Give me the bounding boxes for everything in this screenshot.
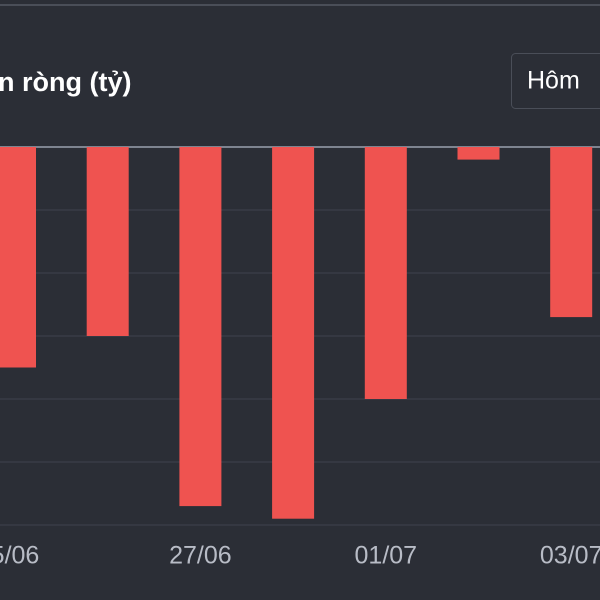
bar: [272, 147, 315, 519]
period-button[interactable]: [511, 53, 600, 109]
bar: [0, 147, 36, 368]
bar: [86, 147, 129, 336]
chart-title: n ròng (tỷ): [0, 67, 131, 97]
period-button-label[interactable]: Hôm: [527, 67, 580, 95]
bar: [457, 147, 500, 160]
x-tick-label: 03/07: [540, 542, 600, 570]
bar: [179, 147, 222, 507]
bar: [364, 147, 407, 399]
x-tick-label: 27/06: [169, 542, 232, 570]
x-tick-label: 5/06: [0, 542, 39, 570]
x-tick-label: 01/07: [355, 542, 418, 570]
bar: [550, 147, 593, 318]
